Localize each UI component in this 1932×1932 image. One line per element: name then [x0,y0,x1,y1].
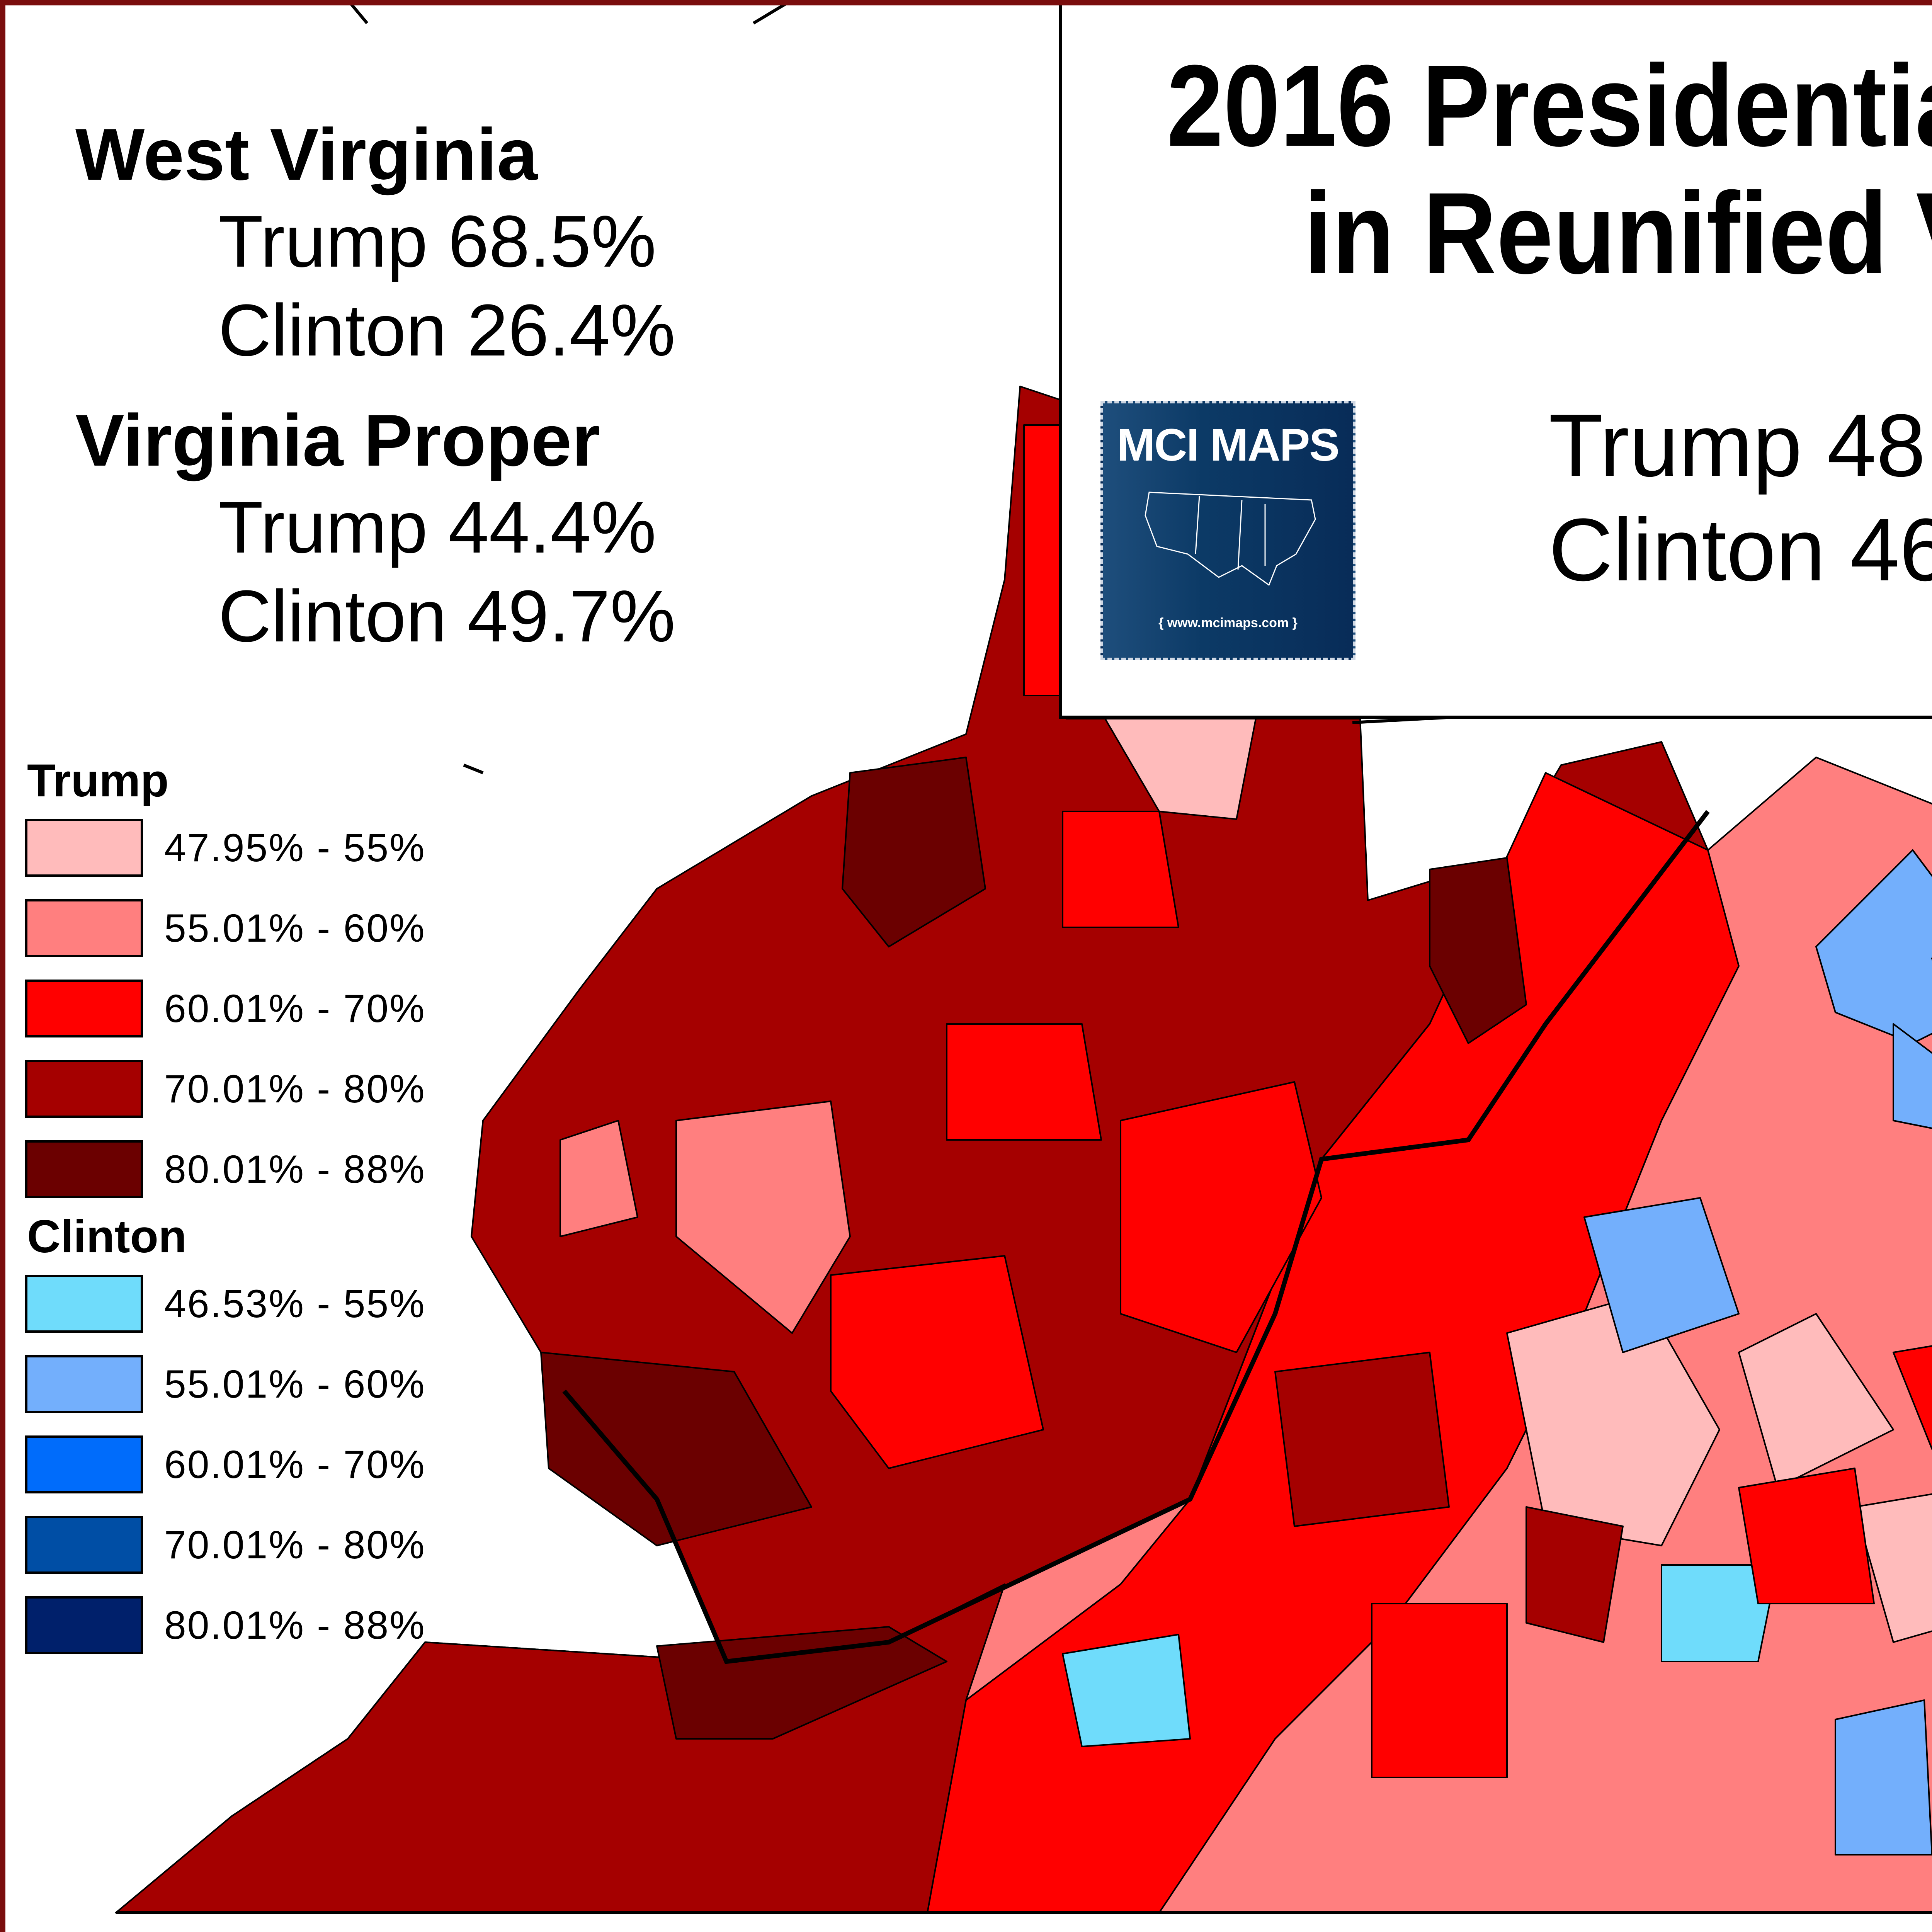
title-line-1: 2016 Presidential Election [1167,41,1932,170]
legend-item: 80.01% - 88% [23,1585,426,1665]
legend-swatch [25,899,143,957]
legend-label: 60.01% - 70% [164,1442,426,1486]
legend-label: 55.01% - 60% [164,1362,426,1406]
legend-swatch [25,1140,143,1198]
legend-label: 70.01% - 80% [164,1522,426,1567]
legend-swatch [25,1596,143,1654]
legend-label: 55.01% - 60% [164,906,426,950]
legend-swatch [25,819,143,877]
region-heading: West Virginia [75,114,538,196]
legend-swatch [25,1516,143,1574]
overall-results: Trump 48.1% Clinton 46.2% [1549,393,1932,602]
logo-name: MCI MAPS [1117,420,1340,471]
va-far-southwest [656,1626,947,1740]
virginia-proper-stats: Virginia Proper Trump 44.4% Clinton 49.7… [75,398,675,661]
legend-item: 47.95% - 55% [23,808,426,888]
legend-item: 60.01% - 70% [23,1424,426,1505]
region-clinton: Clinton 49.7% [218,575,675,657]
legend-swatch [25,980,143,1037]
legend-item: 46.53% - 55% [23,1264,426,1344]
legend-label: 70.01% - 80% [164,1066,426,1111]
legend-swatch [25,1275,143,1333]
region-trump: Trump 44.4% [218,486,656,568]
legend-item: 60.01% - 70% [23,968,426,1049]
us-map-icon [1145,492,1316,586]
mci-maps-logo: MCI MAPS { www.mcimaps.com } [1100,401,1355,660]
overall-clinton: Clinton 46.2% [1549,500,1932,599]
legend-item: 55.01% - 60% [23,1344,426,1424]
legend-label: 80.01% - 88% [164,1603,426,1647]
title-line-2: in Reunified Virginia [1304,168,1932,298]
map-title: 2016 Presidential Election in Reunified … [1150,42,1932,297]
legend-label: 46.53% - 55% [164,1281,426,1326]
wv-va-border [562,810,1710,1664]
legend-clinton-heading: Clinton [27,1211,187,1262]
map-legend: Trump 47.95% - 55% 55.01% - 60% 60.01% -… [23,753,426,1665]
overall-trump: Trump 48.1% [1549,396,1932,495]
legend-label: 60.01% - 70% [164,986,426,1031]
title-box: 2016 Presidential Election in Reunified … [1059,0,1932,719]
legend-swatch [25,1060,143,1118]
legend-item: 70.01% - 80% [23,1049,426,1129]
west-virginia-stats: West Virginia Trump 68.5% Clinton 26.4% [75,112,675,375]
logo-url: { www.mcimaps.com } [1158,616,1298,630]
region-heading: Virginia Proper [75,400,600,481]
region-clinton: Clinton 26.4% [218,289,675,371]
region-trump: Trump 68.5% [218,201,656,282]
northern-virginia [1815,849,1932,1044]
legend-item: 80.01% - 88% [23,1129,426,1209]
legend-item: 70.01% - 80% [23,1505,426,1585]
legend-label: 80.01% - 88% [164,1147,426,1191]
legend-swatch [25,1355,143,1413]
legend-trump-heading: Trump [27,755,169,806]
region-stats: West Virginia Trump 68.5% Clinton 26.4% … [75,112,675,661]
va-shenandoah-region [927,772,1740,1913]
legend-item: 55.01% - 60% [23,888,426,968]
legend-swatch [25,1435,143,1493]
legend-label: 47.95% - 55% [164,825,426,870]
